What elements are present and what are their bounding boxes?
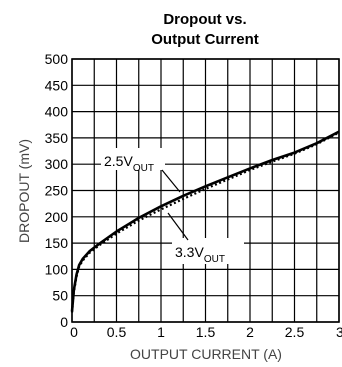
x-tick-label: 0.5 xyxy=(107,324,127,340)
y-tick-label: 300 xyxy=(45,156,69,172)
y-tick-label: 500 xyxy=(45,51,69,67)
y-tick-labels: 0 50 100 150 200 250 300 350 400 450 500 xyxy=(45,51,69,330)
y-tick-label: 350 xyxy=(45,130,69,146)
x-tick-label: 2 xyxy=(246,324,254,340)
annotation-2-5v-sub: OUT xyxy=(133,163,154,174)
y-tick-label: 50 xyxy=(52,288,68,304)
annotation-3-3v-main: 3.3V xyxy=(175,244,204,260)
grid xyxy=(71,58,340,323)
y-tick-label: 250 xyxy=(45,183,69,199)
y-tick-label: 200 xyxy=(45,209,69,225)
y-tick-label: 150 xyxy=(45,235,69,251)
annotation-3-3v-text: 3.3VOUT xyxy=(175,244,225,265)
y-tick-label: 0 xyxy=(60,314,68,330)
annotation-3-3v-sub: OUT xyxy=(204,254,225,265)
y-tick-label: 450 xyxy=(45,77,69,93)
annotation-2-5v-out: 2.5VOUT xyxy=(101,148,181,193)
y-tick-label: 400 xyxy=(45,104,69,120)
x-tick-label: 1.5 xyxy=(196,324,216,340)
x-tick-label: 1 xyxy=(157,324,165,340)
x-tick-labels: 0 0.5 1 1.5 2 2.5 3 xyxy=(70,324,342,340)
curves xyxy=(70,130,340,313)
annotation-3-3v-bg xyxy=(172,238,244,264)
x-axis-label: OUTPUT CURRENT (A) xyxy=(130,346,282,362)
plot-frame xyxy=(71,58,340,323)
x-tick-label: 2.5 xyxy=(285,324,305,340)
annotation-3-3v-leader xyxy=(167,212,189,241)
x-tick-label: 3 xyxy=(336,324,342,340)
annotation-3-3v-out: 3.3VOUT xyxy=(167,212,244,265)
annotation-2-5v-leader xyxy=(161,169,181,193)
y-axis-label: DROPOUT (mV) xyxy=(16,139,32,243)
annotation-2-5v-main: 2.5V xyxy=(104,153,133,169)
chart-title-line2: Output Current xyxy=(151,31,258,48)
chart-title-line1: Dropout vs. xyxy=(163,11,246,28)
y-tick-label: 100 xyxy=(45,261,69,277)
annotation-2-5v-bg xyxy=(101,148,165,170)
annotation-2-5v-text: 2.5VOUT xyxy=(104,153,154,174)
series-line-1 xyxy=(70,131,340,313)
x-tick-label: 0 xyxy=(70,324,78,340)
